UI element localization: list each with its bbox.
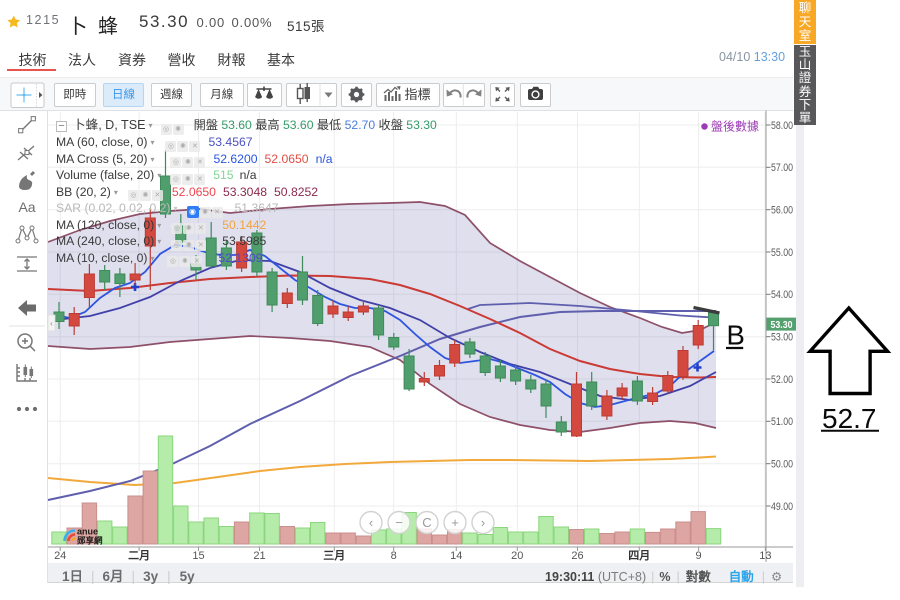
svg-text:58.00: 58.00 bbox=[771, 120, 793, 132]
svg-text:52.00: 52.00 bbox=[771, 374, 793, 386]
svg-text:−: − bbox=[395, 515, 403, 530]
svg-text:57.00: 57.00 bbox=[771, 162, 793, 174]
svg-text:52.7: 52.7 bbox=[822, 403, 877, 434]
svg-text:8: 8 bbox=[391, 550, 397, 562]
svg-text:二月: 二月 bbox=[128, 549, 150, 562]
svg-text:B: B bbox=[727, 320, 745, 351]
svg-text:13: 13 bbox=[759, 550, 771, 562]
svg-text:49.00: 49.00 bbox=[771, 501, 793, 513]
svg-text:9: 9 bbox=[696, 550, 702, 562]
svg-text:三月: 三月 bbox=[323, 549, 345, 562]
svg-text:53.00: 53.00 bbox=[771, 332, 793, 344]
svg-text:›: › bbox=[481, 515, 485, 530]
svg-text:盤後數據: 盤後數據 bbox=[711, 120, 759, 134]
svg-text:21: 21 bbox=[253, 550, 265, 562]
svg-text:24: 24 bbox=[54, 550, 66, 562]
svg-text:50.00: 50.00 bbox=[771, 459, 793, 471]
svg-text:C: C bbox=[422, 515, 431, 530]
svg-text:‹: ‹ bbox=[369, 515, 373, 530]
svg-text:+: + bbox=[451, 515, 459, 530]
svg-text:53.30: 53.30 bbox=[771, 319, 793, 331]
svg-text:‹: ‹ bbox=[50, 319, 53, 328]
svg-text:郧享網: 郧享網 bbox=[77, 536, 103, 546]
svg-text:51.00: 51.00 bbox=[771, 416, 793, 428]
svg-text:26: 26 bbox=[571, 550, 583, 562]
svg-text:55.00: 55.00 bbox=[771, 247, 793, 259]
svg-text:Aa: Aa bbox=[18, 199, 35, 215]
svg-text:15: 15 bbox=[192, 550, 204, 562]
svg-text:anue: anue bbox=[77, 527, 98, 537]
svg-text:14: 14 bbox=[450, 550, 462, 562]
svg-text:20: 20 bbox=[511, 550, 523, 562]
svg-text:54.00: 54.00 bbox=[771, 289, 793, 301]
svg-text:56.00: 56.00 bbox=[771, 205, 793, 217]
svg-text:四月: 四月 bbox=[628, 549, 650, 562]
